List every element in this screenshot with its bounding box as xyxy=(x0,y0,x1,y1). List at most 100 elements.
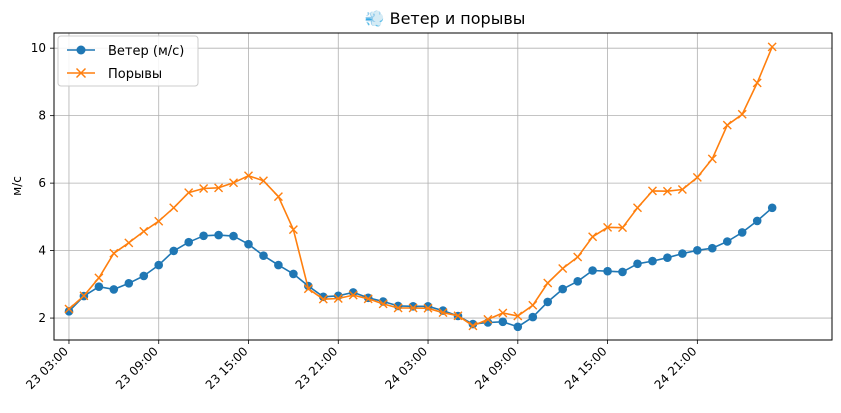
gust-point xyxy=(169,203,179,213)
wind-point xyxy=(648,256,657,266)
gust-point xyxy=(483,314,493,324)
y-tick-label: 2 xyxy=(38,311,46,325)
gust-point xyxy=(633,203,642,213)
gust-point xyxy=(692,172,702,182)
gust-point xyxy=(603,222,613,232)
gust-point xyxy=(767,42,777,52)
gust-point xyxy=(513,311,523,321)
wind-point xyxy=(109,285,119,294)
gust-point xyxy=(244,171,253,181)
gust-point xyxy=(453,311,463,321)
wind-point xyxy=(124,279,134,288)
wind-point xyxy=(408,302,418,311)
y-tick-label: 10 xyxy=(31,41,46,55)
gust-point xyxy=(737,109,747,119)
wind-point xyxy=(573,277,582,286)
wind-point xyxy=(767,203,777,213)
gust-point xyxy=(438,308,448,318)
gust-point xyxy=(333,294,343,303)
gust-point xyxy=(229,178,239,188)
wind-point xyxy=(259,251,268,260)
y-axis: 2 4 6 8 10 xyxy=(31,41,54,325)
gust-point xyxy=(722,120,732,130)
wind-point xyxy=(708,243,717,253)
wind-point xyxy=(723,237,732,246)
legend-marker-gusts xyxy=(75,67,87,79)
wind-point xyxy=(289,269,298,279)
wind-point xyxy=(348,288,358,297)
wind-point xyxy=(693,246,702,255)
gust-point xyxy=(573,252,583,262)
gust-point xyxy=(124,238,134,248)
gust-point xyxy=(543,278,553,288)
gust-point xyxy=(199,184,209,194)
wind-point xyxy=(678,249,687,258)
wind-point xyxy=(752,216,762,226)
gust-point xyxy=(677,185,687,195)
gust-point xyxy=(618,223,628,233)
gust-point xyxy=(378,299,388,309)
gust-point xyxy=(588,232,598,242)
gust-point xyxy=(468,321,478,331)
gust-point xyxy=(303,284,313,294)
wind-point xyxy=(633,259,642,269)
wind-point xyxy=(558,284,567,294)
gust-point xyxy=(79,291,89,301)
gust-point xyxy=(273,192,283,202)
gust-point xyxy=(423,303,433,313)
gust-point xyxy=(318,294,328,304)
wind-point xyxy=(618,267,627,277)
y-axis-label: м/с xyxy=(10,176,24,196)
gust-point xyxy=(528,300,538,310)
gust-point xyxy=(408,303,418,313)
gust-point xyxy=(707,154,717,164)
wind-point xyxy=(588,266,597,275)
wind-point xyxy=(274,260,283,270)
plot-frame xyxy=(53,32,833,341)
gust-point xyxy=(498,308,508,318)
gust-point xyxy=(258,176,268,186)
chart-title: 💨 Ветер и порывы xyxy=(365,9,526,28)
y-tick-label: 6 xyxy=(38,176,46,190)
gust-point xyxy=(363,294,373,304)
gust-point xyxy=(288,225,298,235)
wind-point xyxy=(498,317,508,327)
wind-point xyxy=(603,266,612,276)
y-tick-label: 8 xyxy=(38,109,46,123)
wind-point xyxy=(513,322,523,332)
wind-point xyxy=(229,231,238,241)
wind-point xyxy=(169,246,178,256)
wind-point xyxy=(199,231,208,241)
wind-point xyxy=(528,312,538,322)
wind-point xyxy=(184,237,193,247)
y-tick-label: 4 xyxy=(38,244,46,258)
grid xyxy=(54,33,832,340)
gust-point xyxy=(647,186,657,196)
gust-point xyxy=(94,273,104,283)
gust-point xyxy=(214,183,224,193)
wind-point xyxy=(64,307,74,316)
gust-point xyxy=(154,216,164,226)
wind-point xyxy=(94,282,104,292)
wind-point xyxy=(244,239,253,249)
gust-point xyxy=(109,248,119,258)
gust-point xyxy=(348,290,358,300)
legend: Ветер (м/с) Порывы xyxy=(57,35,199,87)
gust-point xyxy=(139,226,149,236)
wind-point xyxy=(543,297,552,307)
gust-point xyxy=(64,304,74,314)
gust-point xyxy=(662,186,672,196)
series xyxy=(64,42,777,332)
legend-marker-wind xyxy=(76,45,86,55)
wind-point xyxy=(737,228,747,237)
wind-point xyxy=(214,230,223,240)
wind-point xyxy=(154,260,163,270)
gust-point xyxy=(752,78,762,88)
wind-point xyxy=(468,319,478,329)
legend-label-wind: Ветер (м/с) xyxy=(108,44,184,59)
gust-point xyxy=(393,303,403,313)
legend-label-gusts: Порывы xyxy=(108,67,162,82)
gust-point xyxy=(184,188,194,198)
gust-point xyxy=(558,263,568,273)
